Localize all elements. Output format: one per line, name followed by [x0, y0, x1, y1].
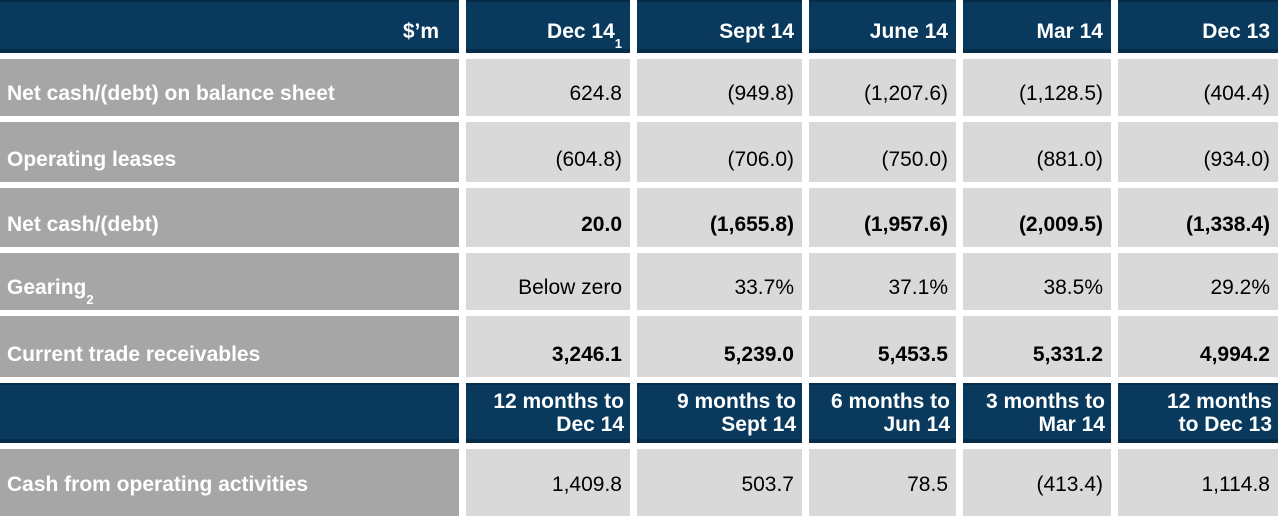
- value-cell: 5,453.5: [809, 316, 956, 377]
- col-header-dec14: Dec 14 1: [466, 0, 630, 53]
- value-cell: 78.5: [809, 449, 956, 516]
- value-cell: (949.8): [637, 59, 802, 116]
- value-cell: 33.7%: [637, 253, 802, 310]
- period-header-9m-sept14: 9 months to Sept 14: [637, 383, 802, 443]
- period-header-12m-dec13: 12 months to Dec 13: [1118, 383, 1278, 443]
- value-cell: 624.8: [466, 59, 630, 116]
- col-header-mar14: Mar 14: [963, 0, 1111, 53]
- value-cell: (1,207.6): [809, 59, 956, 116]
- row-label-operating-leases: Operating leases: [0, 122, 459, 182]
- value-cell: 5,239.0: [637, 316, 802, 377]
- value-cell: (404.4): [1118, 59, 1278, 116]
- period-header-12m-dec14: 12 months to Dec 14: [466, 383, 630, 443]
- value-cell: 29.2%: [1118, 253, 1278, 310]
- value-cell: (604.8): [466, 122, 630, 182]
- value-cell: 5,331.2: [963, 316, 1111, 377]
- value-cell: (934.0): [1118, 122, 1278, 182]
- value-cell: 38.5%: [963, 253, 1111, 310]
- row-label-cash-from-operating-activities: Cash from operating activities: [0, 449, 459, 516]
- value-cell: 3,246.1: [466, 316, 630, 377]
- value-cell: (2,009.5): [963, 188, 1111, 247]
- value-cell: (750.0): [809, 122, 956, 182]
- value-cell: (1,128.5): [963, 59, 1111, 116]
- value-cell: (1,338.4): [1118, 188, 1278, 247]
- col-header-sept14: Sept 14: [637, 0, 802, 53]
- period-header-3m-mar14: 3 months to Mar 14: [963, 383, 1111, 443]
- value-cell: (881.0): [963, 122, 1111, 182]
- col-header-dec13: Dec 13: [1118, 0, 1278, 53]
- value-cell: Below zero: [466, 253, 630, 310]
- row-label-current-trade-receivables: Current trade receivables: [0, 316, 459, 377]
- row-label-gearing: Gearing 2: [0, 253, 459, 310]
- unit-header-cell: $’m: [0, 0, 459, 53]
- value-cell: 20.0: [466, 188, 630, 247]
- value-cell: (1,957.6): [809, 188, 956, 247]
- value-cell: (413.4): [963, 449, 1111, 516]
- period-header-6m-jun14: 6 months to Jun 14: [809, 383, 956, 443]
- row-label-net-cash-balance-sheet: Net cash/(debt) on balance sheet: [0, 59, 459, 116]
- value-cell: (706.0): [637, 122, 802, 182]
- row-label-net-cash-debt: Net cash/(debt): [0, 188, 459, 247]
- value-cell: (1,655.8): [637, 188, 802, 247]
- period-header-spacer: [0, 383, 459, 443]
- col-header-june14: June 14: [809, 0, 956, 53]
- value-cell: 503.7: [637, 449, 802, 516]
- unit-label: $’m: [402, 20, 439, 43]
- value-cell: 1,409.8: [466, 449, 630, 516]
- value-cell: 37.1%: [809, 253, 956, 310]
- value-cell: 1,114.8: [1118, 449, 1278, 516]
- value-cell: 4,994.2: [1118, 316, 1278, 377]
